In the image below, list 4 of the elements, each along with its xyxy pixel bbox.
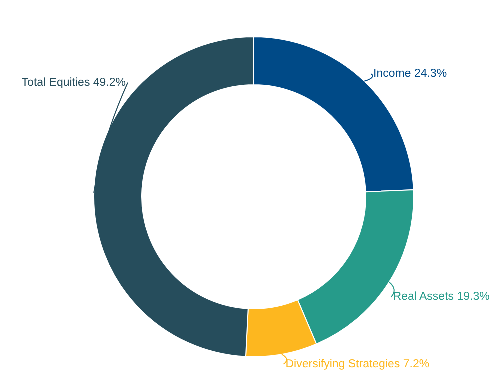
slice-label: Total Equities 49.2% bbox=[22, 76, 126, 89]
slice-label: Real Assets 19.3% bbox=[393, 291, 490, 304]
slice-label: Diversifying Strategies 7.2% bbox=[286, 358, 430, 370]
slice-label: Income 24.3% bbox=[374, 68, 448, 80]
